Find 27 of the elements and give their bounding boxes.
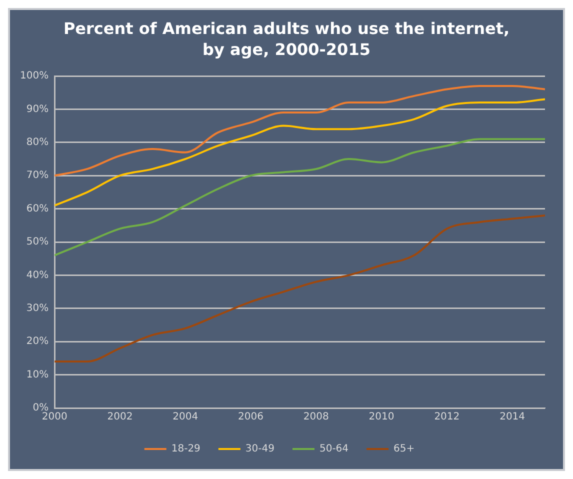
x-tick-label: 2002 (107, 412, 133, 423)
y-tick-label: 20% (26, 336, 49, 348)
line-series (54, 98, 545, 206)
y-tick-label: 90% (26, 104, 49, 115)
y-tick-label: 70% (26, 170, 49, 182)
legend-label: 65+ (394, 444, 415, 455)
legend-label: 18-29 (171, 444, 200, 455)
line-series (54, 138, 545, 256)
line-series (54, 84, 545, 177)
legend-label: 50-64 (319, 444, 349, 455)
legend-label: 30-49 (245, 444, 274, 455)
y-tick-label: 60% (26, 203, 49, 214)
y-tick-label: 10% (26, 369, 49, 380)
y-tick-label: 40% (26, 270, 49, 281)
chart-title: Percent of American adults who use the internet, by age, 2000-2015 (62, 18, 511, 61)
y-tick-label: 80% (26, 136, 49, 148)
x-tick-label: 2004 (172, 412, 198, 423)
y-tick-label: 30% (26, 302, 49, 314)
x-tick-label: 2010 (368, 412, 394, 423)
x-tick-label: 2008 (303, 412, 329, 423)
x-tick-label: 2006 (238, 412, 264, 423)
y-tick-label: 100% (20, 70, 49, 82)
x-tick-label: 2000 (42, 412, 68, 423)
x-tick-label: 2014 (500, 412, 526, 423)
y-tick-label: 50% (26, 236, 49, 248)
x-tick-label: 2012 (434, 412, 460, 423)
line-series (54, 214, 545, 363)
